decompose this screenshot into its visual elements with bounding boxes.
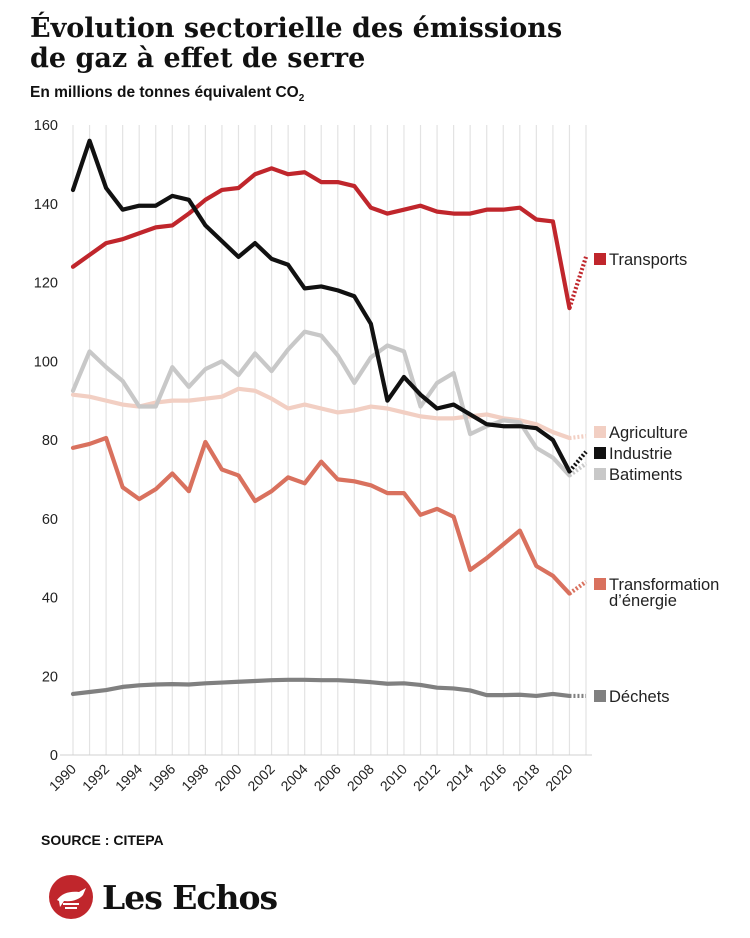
- legend-swatch: [594, 253, 606, 265]
- series-line-d-chets: [70, 677, 572, 699]
- series-projection-transformation-d-nergie: [568, 580, 588, 596]
- legend-swatch: [594, 447, 606, 459]
- vertical-gridlines: [60, 125, 592, 756]
- legend-label: d’énergie: [609, 592, 677, 610]
- x-tick-label: 2000: [211, 761, 244, 794]
- y-tick-label: 40: [42, 591, 58, 607]
- legend-swatch: [594, 578, 606, 590]
- x-tick-label: 2006: [311, 761, 344, 794]
- series-line-transports: [70, 166, 572, 311]
- y-axis: 0 20 40 60 80 100 120 140 160: [34, 118, 58, 764]
- chart-title: Évolution sectorielle des émissions de g…: [30, 13, 563, 74]
- legend: Transports Agriculture Industrie Batiments T…: [594, 251, 719, 706]
- series-line-industrie: [70, 138, 572, 474]
- y-tick-label: 60: [42, 512, 58, 528]
- legend-label: Industrie: [609, 445, 672, 463]
- emissions-line-chart: 0 20 40 60 80 100 120 140 160 1990 1992 1994 1996 19…: [34, 118, 720, 794]
- chart-subtitle: En millions de tonnes équivalent CO2: [30, 84, 304, 104]
- les-echos-logo: Les Echos: [48, 874, 278, 920]
- series-lines: [70, 138, 588, 699]
- series-line-transformation-d-nergie: [70, 435, 572, 596]
- legend-swatch: [594, 468, 606, 480]
- x-tick-label: 1996: [145, 761, 178, 794]
- x-tick-label: 2012: [410, 761, 443, 794]
- x-tick-label: 2008: [344, 761, 377, 794]
- y-tick-label: 20: [42, 669, 58, 685]
- legend-swatch: [594, 426, 606, 438]
- series-projection-batiments: [568, 461, 588, 478]
- x-tick-label: 2002: [244, 761, 277, 794]
- x-tick-label: 1992: [79, 761, 112, 794]
- x-axis: 1990 1992 1994 1996 1998 2000 2002 2004 2006 2008…: [46, 761, 576, 794]
- y-tick-label: 120: [34, 276, 58, 292]
- logo-emblem-icon: [49, 875, 93, 919]
- legend-label: Transformation: [609, 576, 719, 594]
- source-note: SOURCE : CITEPA: [41, 832, 164, 848]
- legend-label: Transports: [609, 251, 687, 269]
- x-tick-label: 2014: [443, 761, 476, 794]
- y-tick-label: 0: [50, 748, 58, 764]
- x-tick-label: 2010: [377, 761, 410, 794]
- subtitle-text: En millions de tonnes équivalent CO: [30, 84, 299, 101]
- legend-label: Agriculture: [609, 424, 688, 442]
- subtitle-subscript: 2: [298, 93, 305, 105]
- legend-swatch: [594, 690, 606, 702]
- series-projection-transports: [567, 256, 588, 309]
- logo-text: Les Echos: [102, 877, 278, 917]
- y-tick-label: 80: [42, 433, 58, 449]
- legend-label: Batiments: [609, 466, 682, 484]
- x-tick-label: 2018: [509, 761, 542, 794]
- y-tick-label: 100: [34, 354, 58, 370]
- x-tick-label: 1990: [46, 761, 79, 794]
- series-projection-industrie: [567, 450, 588, 473]
- y-tick-label: 160: [34, 118, 58, 134]
- x-tick-label: 1998: [178, 761, 211, 794]
- x-tick-label: 1994: [112, 761, 145, 794]
- x-tick-label: 2020: [542, 761, 575, 794]
- series-projection-agriculture: [569, 433, 587, 441]
- y-tick-label: 140: [34, 197, 58, 213]
- legend-label: Déchets: [609, 688, 670, 706]
- x-tick-label: 2016: [476, 761, 509, 794]
- x-tick-label: 2004: [277, 761, 310, 794]
